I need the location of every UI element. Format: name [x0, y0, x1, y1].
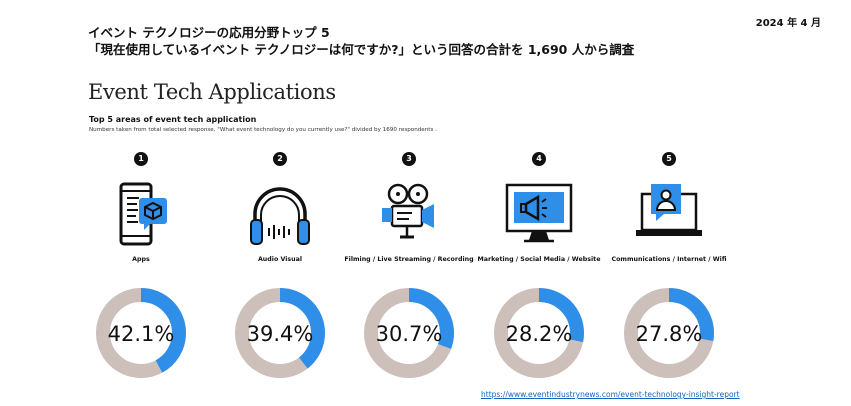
category-column-filming: 3 Filming / Live Streaming / Recording — [344, 152, 474, 263]
jp-heading: イベント テクノロジーの応用分野トップ 5 「現在使用しているイベント テクノロ… — [88, 24, 634, 58]
category-column-apps: 1 Apps — [76, 152, 206, 263]
donut-track — [96, 288, 186, 378]
category-column-audio-visual: 2 Audio Visual — [215, 152, 345, 263]
donut-track — [235, 288, 325, 378]
chart-subtitle: Top 5 areas of event tech application — [89, 115, 257, 124]
category-column-communications: 5 Communications / Internet / Wifi — [604, 152, 734, 263]
monitor-megaphone-icon — [505, 183, 573, 243]
rank-badge: 1 — [134, 152, 148, 166]
chart-note: Numbers taken from total selected respon… — [89, 127, 437, 133]
category-label: Communications / Internet / Wifi — [611, 256, 727, 263]
donut-value-arc — [235, 288, 325, 378]
rank-badge: 5 — [662, 152, 676, 166]
donut-value-label: 27.8% — [636, 322, 703, 346]
category-label: Audio Visual — [257, 256, 303, 263]
donut-value-arc — [494, 288, 584, 378]
category-column-marketing: 4 Marketing / Social Media / Website — [474, 152, 604, 263]
laptop-user-icon — [636, 184, 702, 236]
donut-value-arc — [624, 288, 714, 378]
date-label: 2024 年 4 月 — [755, 18, 821, 29]
donut-value-arc — [96, 288, 186, 378]
donut-track — [364, 288, 454, 378]
jp-heading-line-2: 「現在使用しているイベント テクノロジーは何ですか?」という回答の合計を 1,6… — [88, 42, 635, 57]
rank-badge: 4 — [532, 152, 546, 166]
rank-badge: 2 — [273, 152, 287, 166]
smartphone-app-icon — [119, 182, 167, 246]
source-link[interactable]: https://www.eventindustrynews.com/event-… — [481, 390, 740, 399]
donut-value-label: 28.2% — [506, 322, 573, 346]
donut-value-label: 39.4% — [247, 322, 314, 346]
donut-track — [494, 288, 584, 378]
rank-badge: 3 — [402, 152, 416, 166]
report-title: Event Tech Applications — [88, 80, 336, 104]
category-label: Apps — [132, 256, 150, 263]
headphones-icon — [250, 187, 310, 245]
donut-value-label: 30.7% — [376, 322, 443, 346]
donut-value-arc — [364, 288, 454, 378]
jp-heading-line-1: イベント テクノロジーの応用分野トップ 5 — [88, 25, 330, 40]
film-camera-icon — [382, 183, 434, 239]
category-label: Marketing / Social Media / Website — [477, 256, 601, 263]
donut-track — [624, 288, 714, 378]
category-label: Filming / Live Streaming / Recording — [344, 256, 474, 263]
donut-value-label: 42.1% — [108, 322, 175, 346]
